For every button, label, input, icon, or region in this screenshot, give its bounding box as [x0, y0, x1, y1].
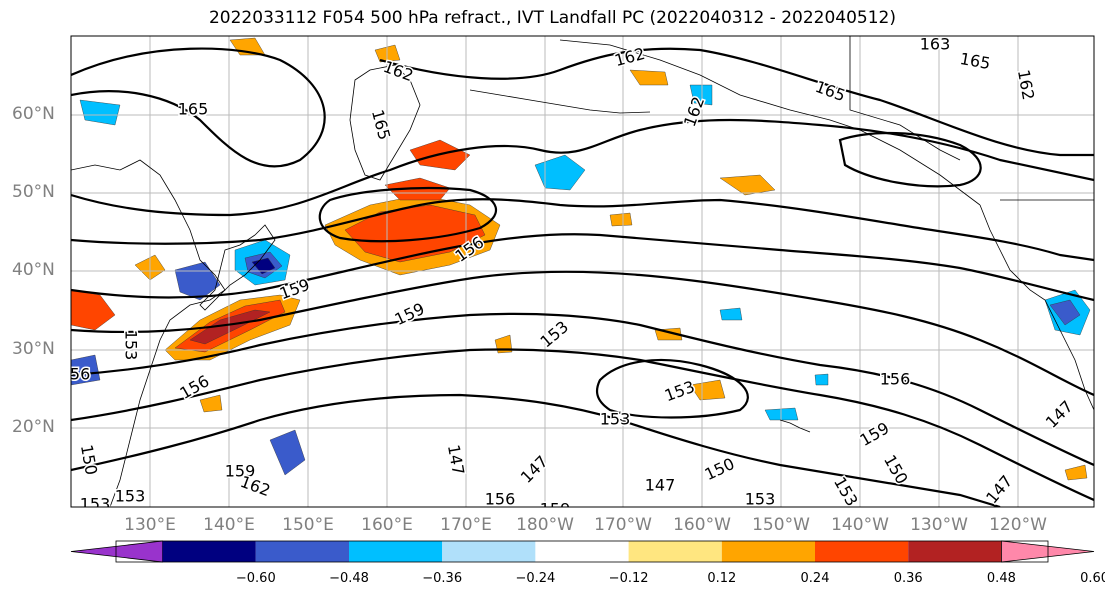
colorbar-tick-label: 0.36 — [893, 571, 923, 586]
contour-label: 150 — [702, 454, 738, 484]
japan-coastline — [199, 224, 276, 311]
contour-label: 153 — [115, 487, 146, 506]
contour-label: 156 — [60, 365, 91, 384]
contour-label: 159 — [540, 500, 571, 519]
colorbar-tick-label: 0.60 — [1080, 571, 1105, 586]
lon-label: 150°W — [752, 515, 810, 535]
contour-label: 162 — [238, 472, 273, 500]
map-title: 2022033112 F054 500 hPa refract., IVT La… — [208, 8, 896, 28]
lon-label: 160°E — [361, 515, 413, 535]
colorbar-tick-label: 0.48 — [986, 571, 1016, 586]
colorbar-tick-label: −0.24 — [515, 571, 556, 586]
negative-anomaly-area — [534, 154, 586, 191]
contour-label: 159 — [392, 299, 428, 329]
contour-label: 153 — [600, 410, 631, 429]
lon-label: 160°W — [673, 515, 731, 535]
contour-label: 147 — [1042, 397, 1077, 432]
contour-label: 147 — [444, 443, 468, 476]
contour-label: 159 — [225, 462, 256, 481]
contour-label: 162 — [680, 94, 708, 129]
contour-label: 153 — [122, 330, 141, 361]
contour-label: 147 — [645, 476, 676, 495]
contour-label: 153 — [745, 490, 776, 509]
positive-anomaly-area — [199, 394, 223, 413]
lat-label: 30°N — [12, 339, 55, 359]
contour-label: 162 — [613, 44, 647, 70]
colorbar-tick-label: −0.60 — [235, 571, 276, 586]
lat-label: 50°N — [12, 182, 55, 202]
kamchatka-coastline — [349, 64, 421, 181]
colorbar-tick-label: 0.24 — [800, 571, 830, 586]
positive-anomaly-area — [629, 69, 669, 86]
negative-anomaly-area — [719, 307, 743, 321]
contour-label: 163 — [920, 35, 951, 54]
contour-line — [71, 198, 1094, 262]
contour-label: 162 — [381, 57, 416, 85]
contour-label: 165 — [368, 108, 394, 142]
lon-label: 120°W — [989, 515, 1047, 535]
negative-anomaly-area — [174, 261, 221, 301]
contour-label: 165 — [813, 77, 848, 105]
contour-label: 153 — [80, 495, 111, 514]
contour-line — [595, 358, 749, 419]
coastlines — [71, 36, 1094, 507]
positive-anomaly-area — [189, 309, 271, 345]
contour-label: 153 — [662, 377, 697, 405]
contour-line — [71, 233, 1094, 302]
positive-anomaly-area — [71, 289, 116, 331]
contour-label: 159 — [857, 418, 893, 450]
colorbar-tick-label: −0.36 — [422, 571, 463, 586]
map-frame — [70, 35, 1095, 508]
lon-label: 140°W — [831, 515, 889, 535]
lon-label: 140°E — [203, 515, 255, 535]
negative-anomaly-area — [814, 373, 829, 386]
contour-line — [71, 47, 326, 168]
shaded-anomaly-fields — [71, 37, 1091, 481]
lon-label: 150°E — [282, 515, 334, 535]
negative-anomaly-area — [71, 354, 101, 386]
contour-label: 156 — [880, 370, 911, 389]
colorbar-tick-label: 0.12 — [707, 571, 737, 586]
contour-label: 165 — [958, 49, 991, 73]
contour-line — [318, 186, 498, 243]
negative-anomaly-area — [269, 429, 306, 476]
contour-line — [838, 131, 982, 188]
contour-label: 156 — [485, 490, 516, 509]
negative-anomaly-area — [79, 99, 121, 126]
lon-label: 130°E — [124, 515, 176, 535]
contour-line — [71, 270, 1094, 397]
colorbar-tick-label: −0.12 — [608, 571, 649, 586]
contour-label: 150 — [77, 443, 101, 476]
positive-anomaly-area — [1064, 464, 1088, 481]
hawaii-islands — [779, 419, 811, 433]
height-contours — [71, 47, 1094, 507]
canada-alaska-border — [849, 36, 961, 161]
contour-label: 147 — [517, 452, 552, 487]
contour-line — [71, 348, 1094, 502]
contour-label: 165 — [178, 100, 209, 119]
alaska-coastline — [559, 39, 981, 206]
lon-label: 130°W — [910, 515, 968, 535]
colorbar-tick-label: −0.48 — [329, 571, 369, 586]
lon-label: 170°E — [440, 515, 492, 535]
negative-anomaly-area — [1049, 299, 1081, 326]
contour-line — [71, 118, 1094, 217]
lon-label: 180°W — [516, 515, 574, 535]
aleutian-chain — [469, 89, 651, 114]
positive-anomaly-area — [609, 212, 633, 227]
lat-label: 40°N — [12, 260, 55, 280]
contour-label: 147 — [982, 472, 1016, 508]
contour-line — [71, 393, 1001, 507]
lon-label: 170°W — [594, 515, 652, 535]
positive-anomaly-area — [719, 174, 776, 196]
lat-label: 20°N — [12, 417, 55, 437]
contour-line — [71, 312, 1094, 467]
contour-line — [379, 47, 1094, 157]
positive-anomaly-area — [689, 379, 726, 401]
negative-anomaly-area — [689, 84, 713, 106]
lat-label: 60°N — [12, 104, 55, 124]
contour-label: 153 — [537, 317, 573, 351]
